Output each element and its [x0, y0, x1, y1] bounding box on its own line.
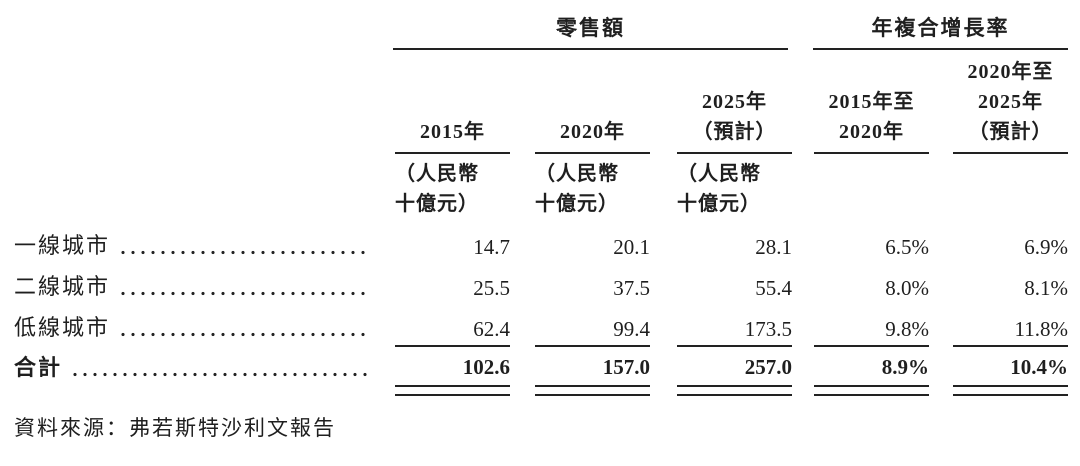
- total-row-label: 合計: [0, 350, 385, 382]
- column-header-spacer: [0, 50, 385, 154]
- value-cell: 14.7: [473, 235, 510, 259]
- unit-label-rmb-billion: （人民幣 十億元）: [535, 163, 619, 215]
- total-value-cell: 257.0: [677, 345, 792, 396]
- double-rule: [395, 385, 510, 396]
- total-value-cell: 10.4%: [953, 345, 1068, 396]
- group-header-cagr: 年複合增長率: [813, 16, 1068, 50]
- group-header-row: 零售額 年複合增長率: [0, 6, 1068, 50]
- source-note: 資料來源：弗若斯特沙利文報告: [14, 416, 336, 440]
- column-header-2025-forecast: 2025年 （預計）: [677, 87, 792, 154]
- double-rule: [535, 385, 650, 396]
- dot-leader: [118, 250, 371, 255]
- table-row-tier2-cities: 二線城市 25.5 37.5 55.4 8.0% 8.1%: [0, 263, 1068, 304]
- value-cell: 11.8%: [1014, 317, 1068, 341]
- table-row-total: 合計 102.6 157.0 257.0: [0, 345, 1068, 396]
- value-cell: 25.5: [473, 276, 510, 300]
- row-label: 二線城市: [0, 269, 385, 301]
- value-cell: 99.4: [613, 317, 650, 341]
- unit-row: （人民幣 十億元） （人民幣 十億元） （人民幣 十億元）: [0, 154, 1068, 222]
- double-rule: [953, 385, 1068, 396]
- value-cell: 9.8%: [885, 317, 929, 341]
- unit-label-rmb-billion: （人民幣 十億元）: [677, 163, 761, 215]
- dot-leader: [118, 332, 371, 337]
- dot-leader: [70, 372, 371, 377]
- value-cell: 55.4: [755, 276, 792, 300]
- dot-leader: [118, 291, 371, 296]
- total-value-cell: 8.9%: [814, 345, 929, 396]
- value-cell: 37.5: [613, 276, 650, 300]
- unit-label-rmb-billion: （人民幣 十億元）: [395, 163, 479, 215]
- value-cell: 8.0%: [885, 276, 929, 300]
- column-header-2015-to-2020: 2015年至 2020年: [814, 87, 929, 154]
- row-label: 低線城市: [0, 310, 385, 342]
- value-cell: 20.1: [613, 235, 650, 259]
- column-header-2020: 2020年: [535, 117, 650, 154]
- group-header-spacer: [0, 6, 385, 50]
- group-header-retail-sales: 零售額: [393, 16, 788, 50]
- retail-sales-cagr-table: 零售額 年複合增長率 2015年 2020年 2025年: [0, 6, 1068, 396]
- column-header-row: 2015年 2020年 2025年 （預計） 2015年至 2020年: [0, 50, 1068, 154]
- double-rule: [677, 385, 792, 396]
- value-cell: 8.1%: [1024, 276, 1068, 300]
- double-rule: [814, 385, 929, 396]
- value-cell: 62.4: [473, 317, 510, 341]
- value-cell: 28.1: [755, 235, 792, 259]
- value-cell: 173.5: [744, 317, 792, 341]
- table-row-lower-tier-cities: 低線城市 62.4 99.4 173.5 9.8% 11.8%: [0, 304, 1068, 345]
- total-value-cell: 157.0: [535, 345, 650, 396]
- value-cell: 6.9%: [1024, 235, 1068, 259]
- row-label: 一線城市: [0, 228, 385, 260]
- table-row-tier1-cities: 一線城市 14.7 20.1 28.1 6.5% 6.9%: [0, 222, 1068, 263]
- column-header-2015: 2015年: [395, 117, 510, 154]
- value-cell: 6.5%: [885, 235, 929, 259]
- column-header-2020-to-2025-forecast: 2020年至 2025年 （預計）: [953, 57, 1068, 154]
- total-value-cell: 102.6: [395, 345, 510, 396]
